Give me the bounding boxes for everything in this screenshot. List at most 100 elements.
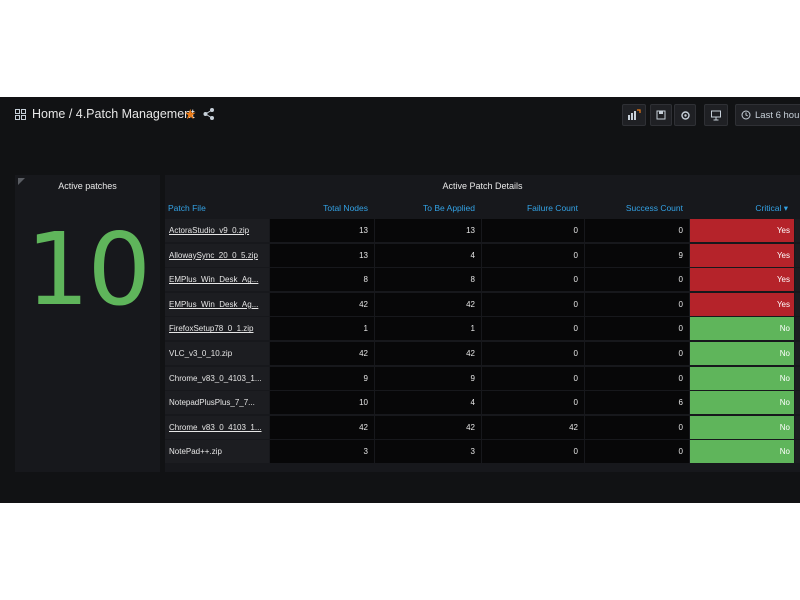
failure-count-cell: 0 bbox=[482, 440, 584, 464]
success-count-cell: 0 bbox=[585, 268, 689, 292]
to-be-applied-cell: 4 bbox=[375, 391, 481, 415]
active-patch-details-panel[interactable]: Active Patch Details Patch File Total Nod… bbox=[165, 175, 800, 472]
tv-mode-button[interactable] bbox=[704, 104, 728, 126]
overflow-column-cell bbox=[795, 440, 800, 464]
panel-title: Active Patch Details bbox=[442, 181, 523, 191]
patch-file-cell[interactable]: Chrome_v83_0_4103_1... bbox=[165, 415, 269, 439]
overflow-column-cell bbox=[795, 317, 800, 341]
patch-file-cell[interactable]: EMPlus_Win_Desk_Ag... bbox=[165, 268, 269, 292]
critical-cell: No bbox=[690, 366, 794, 390]
breadcrumb[interactable]: Home / 4.Patch Management bbox=[32, 107, 195, 121]
table-row[interactable]: VLC_v3_0_10.zip 42 42 0 0 No bbox=[165, 342, 800, 366]
failure-count-cell: 0 bbox=[482, 317, 584, 341]
critical-cell: Yes bbox=[690, 243, 794, 267]
total-nodes-cell: 9 bbox=[270, 366, 374, 390]
save-icon bbox=[656, 110, 666, 120]
header-total-nodes[interactable]: Total Nodes bbox=[323, 203, 368, 213]
table-row[interactable]: Chrome_v83_0_4103_1... 42 42 42 0 No bbox=[165, 415, 800, 440]
success-count-cell: 9 bbox=[585, 243, 689, 267]
critical-cell: No bbox=[690, 317, 794, 341]
to-be-applied-cell: 13 bbox=[375, 219, 481, 242]
table-row[interactable]: EMPlus_Win_Desk_Ag... 8 8 0 0 Yes bbox=[165, 268, 800, 292]
patch-file-cell[interactable]: FirefoxSetup78_0_1.zip bbox=[165, 317, 269, 341]
header-to-be-applied[interactable]: To Be Applied bbox=[423, 203, 475, 213]
to-be-applied-cell: 8 bbox=[375, 268, 481, 292]
overflow-column-cell bbox=[795, 391, 800, 415]
header-success-count[interactable]: Success Count bbox=[625, 203, 683, 213]
success-count-cell: 6 bbox=[585, 391, 689, 415]
time-range-label: Last 6 hours bbox=[755, 109, 800, 121]
failure-count-cell: 0 bbox=[482, 219, 584, 242]
header-patch-file[interactable]: Patch File bbox=[168, 203, 206, 213]
total-nodes-cell: 3 bbox=[270, 440, 374, 464]
success-count-cell: 0 bbox=[585, 366, 689, 390]
header-failure-count[interactable]: Failure Count bbox=[526, 203, 578, 213]
patch-file-cell[interactable]: EMPlus_Win_Desk_Ag... bbox=[165, 292, 269, 316]
total-nodes-cell: 1 bbox=[270, 317, 374, 341]
total-nodes-cell: 13 bbox=[270, 219, 374, 242]
critical-cell: Yes bbox=[690, 268, 794, 292]
failure-count-cell: 0 bbox=[482, 243, 584, 267]
overflow-column-cell bbox=[795, 268, 800, 292]
total-nodes-cell: 42 bbox=[270, 292, 374, 316]
failure-count-cell: 42 bbox=[482, 415, 584, 439]
total-nodes-cell: 42 bbox=[270, 342, 374, 365]
critical-cell: No bbox=[690, 391, 794, 415]
add-panel-icon bbox=[628, 109, 641, 120]
failure-count-cell: 0 bbox=[482, 366, 584, 390]
to-be-applied-cell: 42 bbox=[375, 292, 481, 316]
critical-cell: Yes bbox=[690, 219, 794, 242]
patch-file-cell[interactable]: AllowaySync_20_0_5.zip bbox=[165, 243, 269, 267]
success-count-cell: 0 bbox=[585, 415, 689, 439]
settings-icon bbox=[680, 110, 690, 120]
dashboard-settings-button[interactable] bbox=[674, 104, 696, 126]
header-critical[interactable]: Critical ▾ bbox=[755, 203, 788, 213]
failure-count-cell: 0 bbox=[482, 268, 584, 292]
to-be-applied-cell: 3 bbox=[375, 440, 481, 464]
critical-cell: No bbox=[690, 415, 794, 439]
patch-file-cell: VLC_v3_0_10.zip bbox=[165, 342, 269, 365]
add-panel-button[interactable] bbox=[622, 104, 646, 126]
dashboard-app: Home / 4.Patch Management ★ bbox=[0, 97, 800, 503]
overflow-column-cell bbox=[795, 243, 800, 267]
critical-cell: No bbox=[690, 440, 794, 464]
overflow-column-cell bbox=[795, 292, 800, 316]
panel-corner-icon bbox=[18, 178, 25, 185]
total-nodes-cell: 8 bbox=[270, 268, 374, 292]
total-nodes-cell: 13 bbox=[270, 243, 374, 267]
top-navbar: Home / 4.Patch Management ★ bbox=[0, 97, 800, 133]
overflow-column-cell bbox=[795, 415, 800, 439]
patch-file-cell: NotepadPlusPlus_7_7... bbox=[165, 391, 269, 415]
clock-icon bbox=[741, 110, 751, 120]
overflow-column-cell bbox=[795, 219, 800, 242]
patch-file-cell: Chrome_v83_0_4103_1... bbox=[165, 366, 269, 390]
patch-file-cell: NotePad++.zip bbox=[165, 440, 269, 464]
to-be-applied-cell: 42 bbox=[375, 415, 481, 439]
table-row[interactable]: EMPlus_Win_Desk_Ag... 42 42 0 0 Yes bbox=[165, 292, 800, 317]
table-row[interactable]: AllowaySync_20_0_5.zip 13 4 0 9 Yes bbox=[165, 243, 800, 268]
total-nodes-cell: 10 bbox=[270, 391, 374, 415]
table-row[interactable]: ActoraStudio_v9_0.zip 13 13 0 0 Yes bbox=[165, 219, 800, 243]
success-count-cell: 0 bbox=[585, 219, 689, 242]
to-be-applied-cell: 42 bbox=[375, 342, 481, 365]
patch-file-cell[interactable]: ActoraStudio_v9_0.zip bbox=[165, 219, 269, 242]
overflow-column-cell bbox=[795, 342, 800, 365]
table-row[interactable]: NotePad++.zip 3 3 0 0 No bbox=[165, 440, 800, 464]
table-row[interactable]: Chrome_v83_0_4103_1... 9 9 0 0 No bbox=[165, 366, 800, 391]
time-picker-button[interactable]: Last 6 hours bbox=[735, 104, 800, 126]
critical-cell: No bbox=[690, 342, 794, 365]
to-be-applied-cell: 1 bbox=[375, 317, 481, 341]
failure-count-cell: 0 bbox=[482, 292, 584, 316]
success-count-cell: 0 bbox=[585, 292, 689, 316]
table-row[interactable]: NotepadPlusPlus_7_7... 10 4 0 6 No bbox=[165, 391, 800, 415]
panel-title: Active patches bbox=[58, 181, 117, 191]
failure-count-cell: 0 bbox=[482, 342, 584, 365]
share-icon[interactable] bbox=[202, 107, 216, 121]
tv-mode-icon bbox=[711, 110, 721, 120]
star-icon[interactable]: ★ bbox=[184, 106, 197, 122]
table-row[interactable]: FirefoxSetup78_0_1.zip 1 1 0 0 No bbox=[165, 317, 800, 341]
dashboard-grid-icon[interactable] bbox=[15, 109, 26, 120]
active-patches-panel[interactable]: Active patches 10 bbox=[15, 175, 160, 472]
save-dashboard-button[interactable] bbox=[650, 104, 672, 126]
success-count-cell: 0 bbox=[585, 342, 689, 365]
